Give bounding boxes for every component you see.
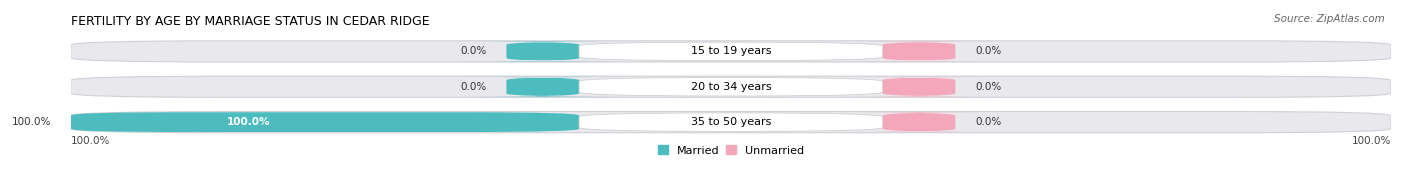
FancyBboxPatch shape	[70, 41, 1391, 62]
FancyBboxPatch shape	[460, 77, 626, 97]
Text: FERTILITY BY AGE BY MARRIAGE STATUS IN CEDAR RIDGE: FERTILITY BY AGE BY MARRIAGE STATUS IN C…	[70, 15, 429, 28]
Text: 0.0%: 0.0%	[976, 117, 1001, 127]
Text: 0.0%: 0.0%	[976, 46, 1001, 56]
FancyBboxPatch shape	[460, 42, 626, 61]
FancyBboxPatch shape	[837, 42, 1001, 61]
FancyBboxPatch shape	[837, 77, 1001, 97]
FancyBboxPatch shape	[579, 42, 883, 61]
Legend: Married, Unmarried: Married, Unmarried	[654, 141, 808, 160]
Text: 100.0%: 100.0%	[70, 135, 110, 146]
FancyBboxPatch shape	[837, 112, 1001, 132]
Text: 100.0%: 100.0%	[1351, 135, 1391, 146]
Text: 0.0%: 0.0%	[460, 82, 486, 92]
Text: 100.0%: 100.0%	[11, 117, 51, 127]
Text: 0.0%: 0.0%	[976, 82, 1001, 92]
Text: 100.0%: 100.0%	[226, 117, 270, 127]
Text: 15 to 19 years: 15 to 19 years	[690, 46, 770, 56]
FancyBboxPatch shape	[579, 113, 883, 131]
FancyBboxPatch shape	[70, 76, 1391, 97]
Text: 20 to 34 years: 20 to 34 years	[690, 82, 770, 92]
FancyBboxPatch shape	[579, 78, 883, 96]
Text: 0.0%: 0.0%	[460, 46, 486, 56]
FancyBboxPatch shape	[70, 112, 1391, 133]
Text: Source: ZipAtlas.com: Source: ZipAtlas.com	[1274, 14, 1385, 24]
Text: 35 to 50 years: 35 to 50 years	[690, 117, 770, 127]
FancyBboxPatch shape	[70, 112, 579, 132]
